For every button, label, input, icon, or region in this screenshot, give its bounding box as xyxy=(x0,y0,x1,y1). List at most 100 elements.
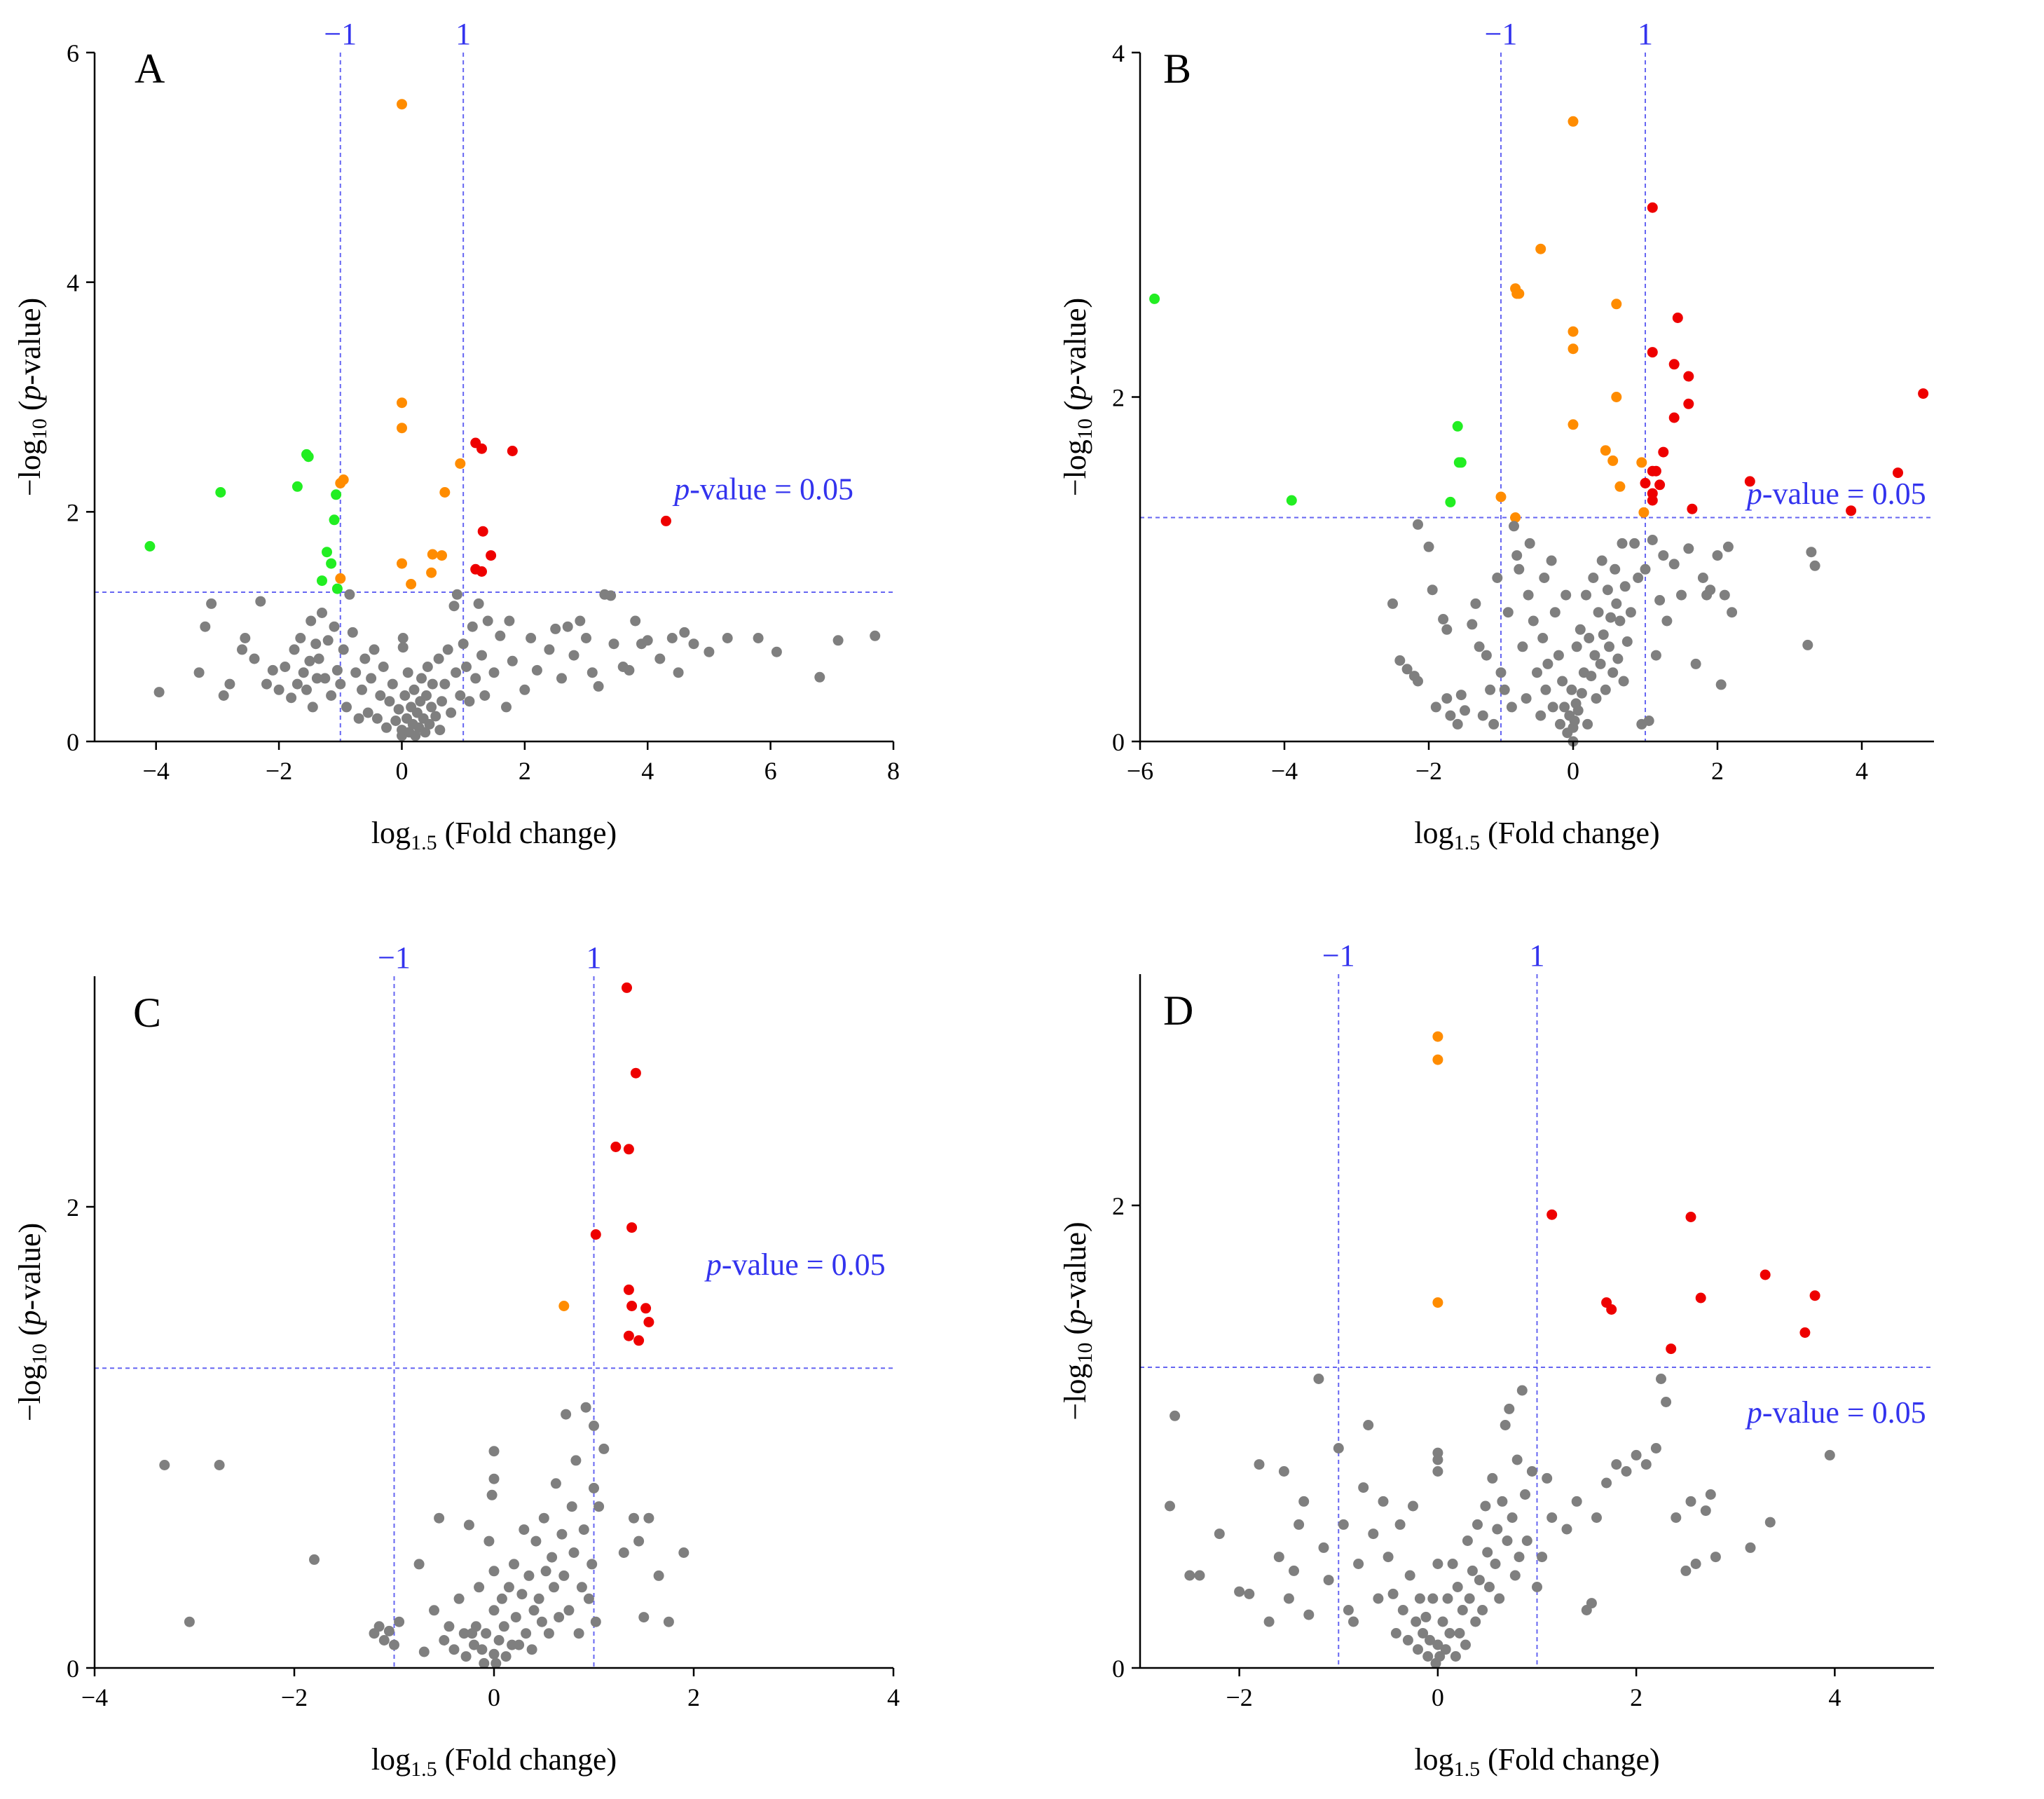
data-point xyxy=(643,1512,654,1524)
data-point xyxy=(1640,563,1651,575)
data-point xyxy=(1452,1582,1463,1592)
data-point xyxy=(1318,1542,1329,1553)
data-point xyxy=(1514,1552,1525,1563)
data-point xyxy=(369,644,380,655)
y-title-close: -value) xyxy=(13,1223,47,1311)
data-point xyxy=(704,646,715,657)
data-point xyxy=(496,1593,507,1604)
panel-letter: C xyxy=(133,990,161,1036)
data-point xyxy=(289,644,300,655)
data-point xyxy=(514,1639,525,1650)
data-point xyxy=(526,1644,537,1655)
data-point xyxy=(493,1635,505,1646)
data-point xyxy=(1581,589,1591,601)
data-point xyxy=(594,1501,605,1512)
data-point xyxy=(381,722,392,733)
y-title-close: -value) xyxy=(1058,1222,1092,1309)
data-point xyxy=(1614,481,1626,492)
pvalue-label-p: p xyxy=(704,1247,722,1282)
data-point xyxy=(495,630,506,641)
data-point xyxy=(446,707,457,718)
data-point xyxy=(1411,1616,1422,1627)
x-tick-label: 2 xyxy=(1711,757,1724,785)
data-point xyxy=(1438,614,1449,624)
data-point xyxy=(1420,1611,1432,1622)
data-point xyxy=(455,690,466,701)
data-point xyxy=(1650,1443,1661,1453)
data-point xyxy=(1760,1269,1771,1280)
data-point xyxy=(1394,655,1406,666)
y-title-log: −log xyxy=(13,1364,47,1421)
data-point xyxy=(1495,491,1507,502)
data-point xyxy=(317,608,327,618)
data-point xyxy=(1643,716,1654,726)
series-gray xyxy=(159,1402,690,1669)
data-point xyxy=(1490,1559,1501,1569)
x-title-log: log xyxy=(371,816,411,850)
data-point xyxy=(1437,1616,1448,1627)
data-point xyxy=(1427,1593,1439,1604)
data-point xyxy=(568,650,579,661)
x-title-subscript: 1.5 xyxy=(1454,1758,1481,1781)
data-point xyxy=(1452,420,1463,432)
data-point xyxy=(1532,1582,1542,1592)
data-point xyxy=(1719,589,1730,601)
data-point xyxy=(589,1482,599,1493)
y-tick-label: 0 xyxy=(1112,728,1125,756)
data-point xyxy=(1497,1496,1508,1507)
data-point xyxy=(663,1616,674,1627)
data-point xyxy=(451,667,462,678)
data-point xyxy=(629,1512,639,1524)
data-point xyxy=(1705,1489,1716,1500)
data-point xyxy=(533,1593,544,1604)
data-point xyxy=(1414,1593,1425,1604)
data-point xyxy=(331,664,343,676)
data-point xyxy=(467,621,478,632)
data-point xyxy=(1470,1616,1481,1627)
data-point xyxy=(1672,313,1683,323)
data-point xyxy=(1313,1374,1324,1384)
data-point xyxy=(626,1222,638,1233)
data-point xyxy=(215,487,226,498)
data-point xyxy=(531,664,542,676)
data-point xyxy=(1602,584,1613,596)
data-point xyxy=(1542,1472,1553,1484)
data-point xyxy=(1647,535,1658,545)
data-point xyxy=(1571,1496,1582,1507)
data-point xyxy=(255,596,266,607)
data-point xyxy=(1450,1651,1461,1662)
y-axis-title: −log10 (p-value) xyxy=(1058,1222,1097,1420)
panel-letter: A xyxy=(135,46,165,92)
data-point xyxy=(501,702,512,713)
data-point xyxy=(1695,1292,1706,1304)
data-point xyxy=(1460,705,1470,716)
data-point xyxy=(1470,598,1481,609)
data-point xyxy=(306,615,317,627)
data-point xyxy=(1591,693,1602,704)
y-title-subscript: 10 xyxy=(28,1343,51,1364)
data-point xyxy=(479,690,491,701)
data-point xyxy=(1661,615,1673,627)
data-point xyxy=(1500,1420,1511,1430)
y-tick-label: 2 xyxy=(67,498,79,526)
data-point xyxy=(1353,1559,1364,1569)
data-point xyxy=(561,1409,572,1420)
data-point xyxy=(384,696,395,707)
data-point xyxy=(335,573,346,584)
data-point xyxy=(1638,507,1649,518)
data-point xyxy=(1507,1512,1518,1523)
y-axis-title: −log10 (p-value) xyxy=(13,1223,51,1421)
series-gray xyxy=(1387,519,1820,747)
data-point xyxy=(359,653,371,664)
data-point xyxy=(1555,718,1565,730)
data-point xyxy=(1614,615,1626,627)
data-point xyxy=(1517,641,1528,652)
data-point xyxy=(1764,1517,1776,1528)
data-point xyxy=(753,633,764,643)
data-point xyxy=(291,481,303,492)
data-point xyxy=(1591,1512,1602,1523)
data-point xyxy=(214,1460,225,1470)
data-point xyxy=(1509,1570,1521,1581)
data-point xyxy=(461,662,472,672)
